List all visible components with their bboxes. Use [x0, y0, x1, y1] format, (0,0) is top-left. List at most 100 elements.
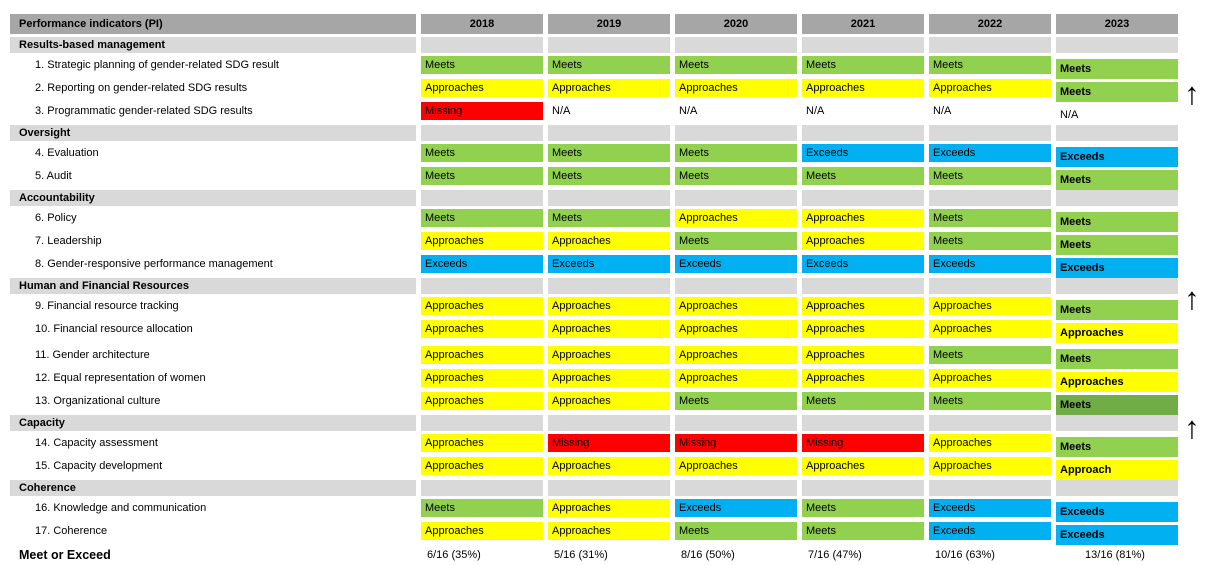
rating-cell: Approaches: [675, 320, 797, 338]
rating-cell: Approaches: [421, 434, 543, 452]
rating-cell: Approaches: [675, 369, 797, 387]
rating-cell: Approaches: [548, 392, 670, 410]
rating-cell: Meets: [421, 56, 543, 74]
improvement-arrow-icon: ↑: [1184, 410, 1200, 445]
section-header-fill: [929, 278, 1051, 294]
rating-cell: Approaches: [548, 297, 670, 315]
improvement-arrow-icon: ↑: [1184, 76, 1200, 111]
rating-cell: N/A: [929, 102, 1051, 120]
rating-cell: Meets: [675, 522, 797, 540]
indicator-label: 17. Coherence: [10, 522, 416, 540]
section-header: Results-based management: [10, 37, 416, 53]
rating-cell: Missing: [548, 434, 670, 452]
improvement-arrow-icon: ↑: [1184, 281, 1200, 316]
rating-cell: N/A: [548, 102, 670, 120]
section-header-fill: [421, 480, 543, 496]
section-header: Capacity: [10, 415, 416, 431]
rating-cell: Meets: [548, 167, 670, 185]
section-header-fill: [1056, 37, 1178, 53]
rating-cell: Approaches: [548, 499, 670, 517]
rating-cell: Approaches: [1056, 323, 1178, 343]
section-header-fill: [421, 125, 543, 141]
rating-cell: Missing: [802, 434, 924, 452]
rating-cell: Approaches: [929, 320, 1051, 338]
indicator-label: 9. Financial resource tracking: [10, 297, 416, 315]
rating-cell: Meets: [421, 144, 543, 162]
section-header-fill: [1056, 415, 1178, 431]
summary-value: 10/16 (63%): [929, 545, 1051, 565]
report-page: { "colors": { "green": "#92d050", "darkg…: [10, 14, 1200, 562]
rating-cell: Missing: [421, 102, 543, 120]
section-header-fill: [802, 37, 924, 53]
rating-cell: Approaches: [421, 369, 543, 387]
section-header-fill: [1056, 125, 1178, 141]
rating-cell: Approaches: [675, 209, 797, 227]
indicator-label: 3. Programmatic gender-related SDG resul…: [10, 102, 416, 120]
rating-cell: Meets: [1056, 59, 1178, 79]
rating-cell: Approaches: [675, 297, 797, 315]
rating-cell: Meets: [929, 392, 1051, 410]
rating-cell: Meets: [802, 522, 924, 540]
rating-cell: Meets: [929, 346, 1051, 364]
section-header-fill: [675, 278, 797, 294]
rating-cell: Approaches: [802, 232, 924, 250]
rating-cell: Meets: [421, 499, 543, 517]
section-header-fill: [548, 37, 670, 53]
section-header-fill: [675, 37, 797, 53]
rating-cell: Meets: [1056, 170, 1178, 190]
indicator-label: 8. Gender-responsive performance managem…: [10, 255, 416, 273]
section-header-fill: [929, 415, 1051, 431]
section-header: Coherence: [10, 480, 416, 496]
summary-value: 13/16 (81%): [1056, 545, 1178, 565]
section-header: Human and Financial Resources: [10, 278, 416, 294]
rating-cell: Approaches: [802, 297, 924, 315]
section-header-fill: [929, 37, 1051, 53]
section-header-fill: [675, 480, 797, 496]
section-header-fill: [675, 190, 797, 206]
rating-cell: Approaches: [421, 232, 543, 250]
indicator-label: 15. Capacity development: [10, 457, 416, 475]
rating-cell: Meets: [548, 56, 670, 74]
performance-indicator-table: Performance indicators (PI) 2018 2019 20…: [10, 14, 1178, 565]
section-header-fill: [548, 190, 670, 206]
rating-cell: Meets: [421, 167, 543, 185]
indicator-label: 4. Evaluation: [10, 144, 416, 162]
rating-cell: Meets: [1056, 349, 1178, 369]
rating-cell: Approaches: [548, 232, 670, 250]
rating-cell: Approaches: [548, 457, 670, 475]
rating-cell: Meets: [675, 167, 797, 185]
rating-cell: Approaches: [802, 79, 924, 97]
summary-value: 6/16 (35%): [421, 545, 543, 565]
section-header-fill: [802, 125, 924, 141]
rating-cell: Meets: [1056, 82, 1178, 102]
rating-cell: Meets: [675, 232, 797, 250]
rating-cell: Approaches: [929, 79, 1051, 97]
rating-cell: Meets: [929, 167, 1051, 185]
rating-cell: Approaches: [675, 457, 797, 475]
rating-cell: Approaches: [421, 392, 543, 410]
rating-cell: Meets: [675, 144, 797, 162]
indicator-label: 10. Financial resource allocation: [10, 320, 416, 338]
indicator-label: 5. Audit: [10, 167, 416, 185]
rating-cell: Approaches: [802, 457, 924, 475]
rating-cell: Approaches: [929, 297, 1051, 315]
rating-cell: N/A: [802, 102, 924, 120]
rating-cell: Approaches: [675, 346, 797, 364]
rating-cell: Approaches: [802, 209, 924, 227]
rating-cell: Meets: [1056, 212, 1178, 232]
table-header-label: Performance indicators (PI): [10, 14, 416, 34]
rating-cell: Approaches: [421, 79, 543, 97]
section-header-fill: [1056, 278, 1178, 294]
section-header-fill: [421, 37, 543, 53]
section-header-fill: [929, 125, 1051, 141]
rating-cell: Meets: [802, 392, 924, 410]
indicator-label: 7. Leadership: [10, 232, 416, 250]
section-header: Accountability: [10, 190, 416, 206]
rating-cell: Exceeds: [548, 255, 670, 273]
rating-cell: Approaches: [548, 522, 670, 540]
section-header-fill: [802, 415, 924, 431]
rating-cell: Approaches: [929, 457, 1051, 475]
rating-cell: Approaches: [802, 320, 924, 338]
rating-cell: Meets: [675, 56, 797, 74]
rating-cell: Approaches: [929, 369, 1051, 387]
